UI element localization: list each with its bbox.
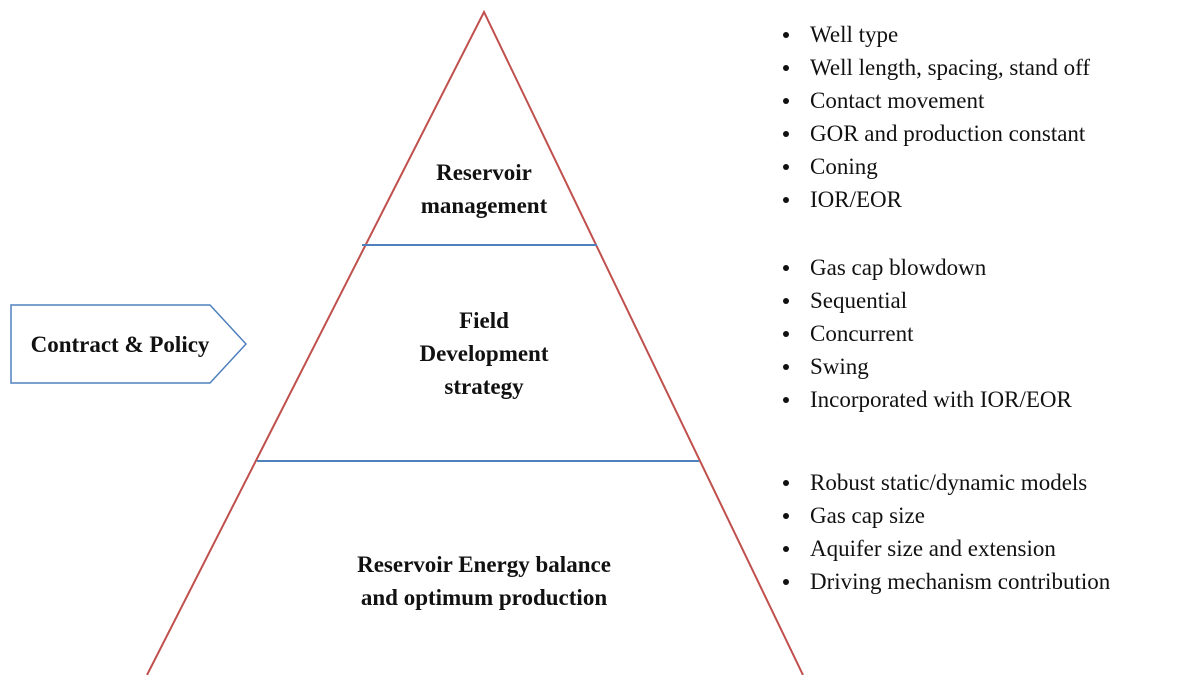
bullet-text: Coning [810,154,878,179]
arrow-shape [10,304,248,384]
bullet-text: Aquifer size and extension [810,536,1056,561]
level-label: and optimum production [361,585,607,610]
bullet-text: Swing [810,354,869,379]
bullet-dot [783,480,789,486]
bullet-dot [783,197,789,203]
bullet-text: Well length, spacing, stand off [810,55,1090,80]
bullet-text: Sequential [810,288,907,313]
bullet-text: IOR/EOR [810,187,903,212]
bullet-text: Concurrent [810,321,914,346]
bullet-text: Gas cap size [810,503,925,528]
level-label: Field [459,308,509,333]
bullet-dot [783,131,789,137]
level-label: Development [419,341,548,366]
bullet-dot [783,298,789,304]
bullet-dot [783,513,789,519]
bullet-dot [783,65,789,71]
bullet-text: Driving mechanism contribution [810,569,1111,594]
bullet-text: Robust static/dynamic models [810,470,1087,495]
bullet-dot [783,331,789,337]
bullet-text: Well type [810,22,898,47]
bullet-text: Gas cap blowdown [810,255,987,280]
bullet-dot [783,164,789,170]
bullet-dot [783,265,789,271]
pyramid-outline [146,9,804,675]
bullet-dot [783,579,789,585]
bullet-dot [783,98,789,104]
level-label: management [421,193,548,218]
arrow-label: Contract & Policy [31,332,210,357]
bullet-text: GOR and production constant [810,121,1086,146]
bullet-dot [783,397,789,403]
level-label: Reservoir Energy balance [357,552,611,577]
level-label: strategy [444,374,524,399]
bullet-text: Incorporated with IOR/EOR [810,387,1073,412]
bullet-dot [783,32,789,38]
bullet-dot [783,546,789,552]
bullet-dot [783,364,789,370]
level-label: Reservoir [436,160,532,185]
bullet-text: Contact movement [810,88,985,113]
